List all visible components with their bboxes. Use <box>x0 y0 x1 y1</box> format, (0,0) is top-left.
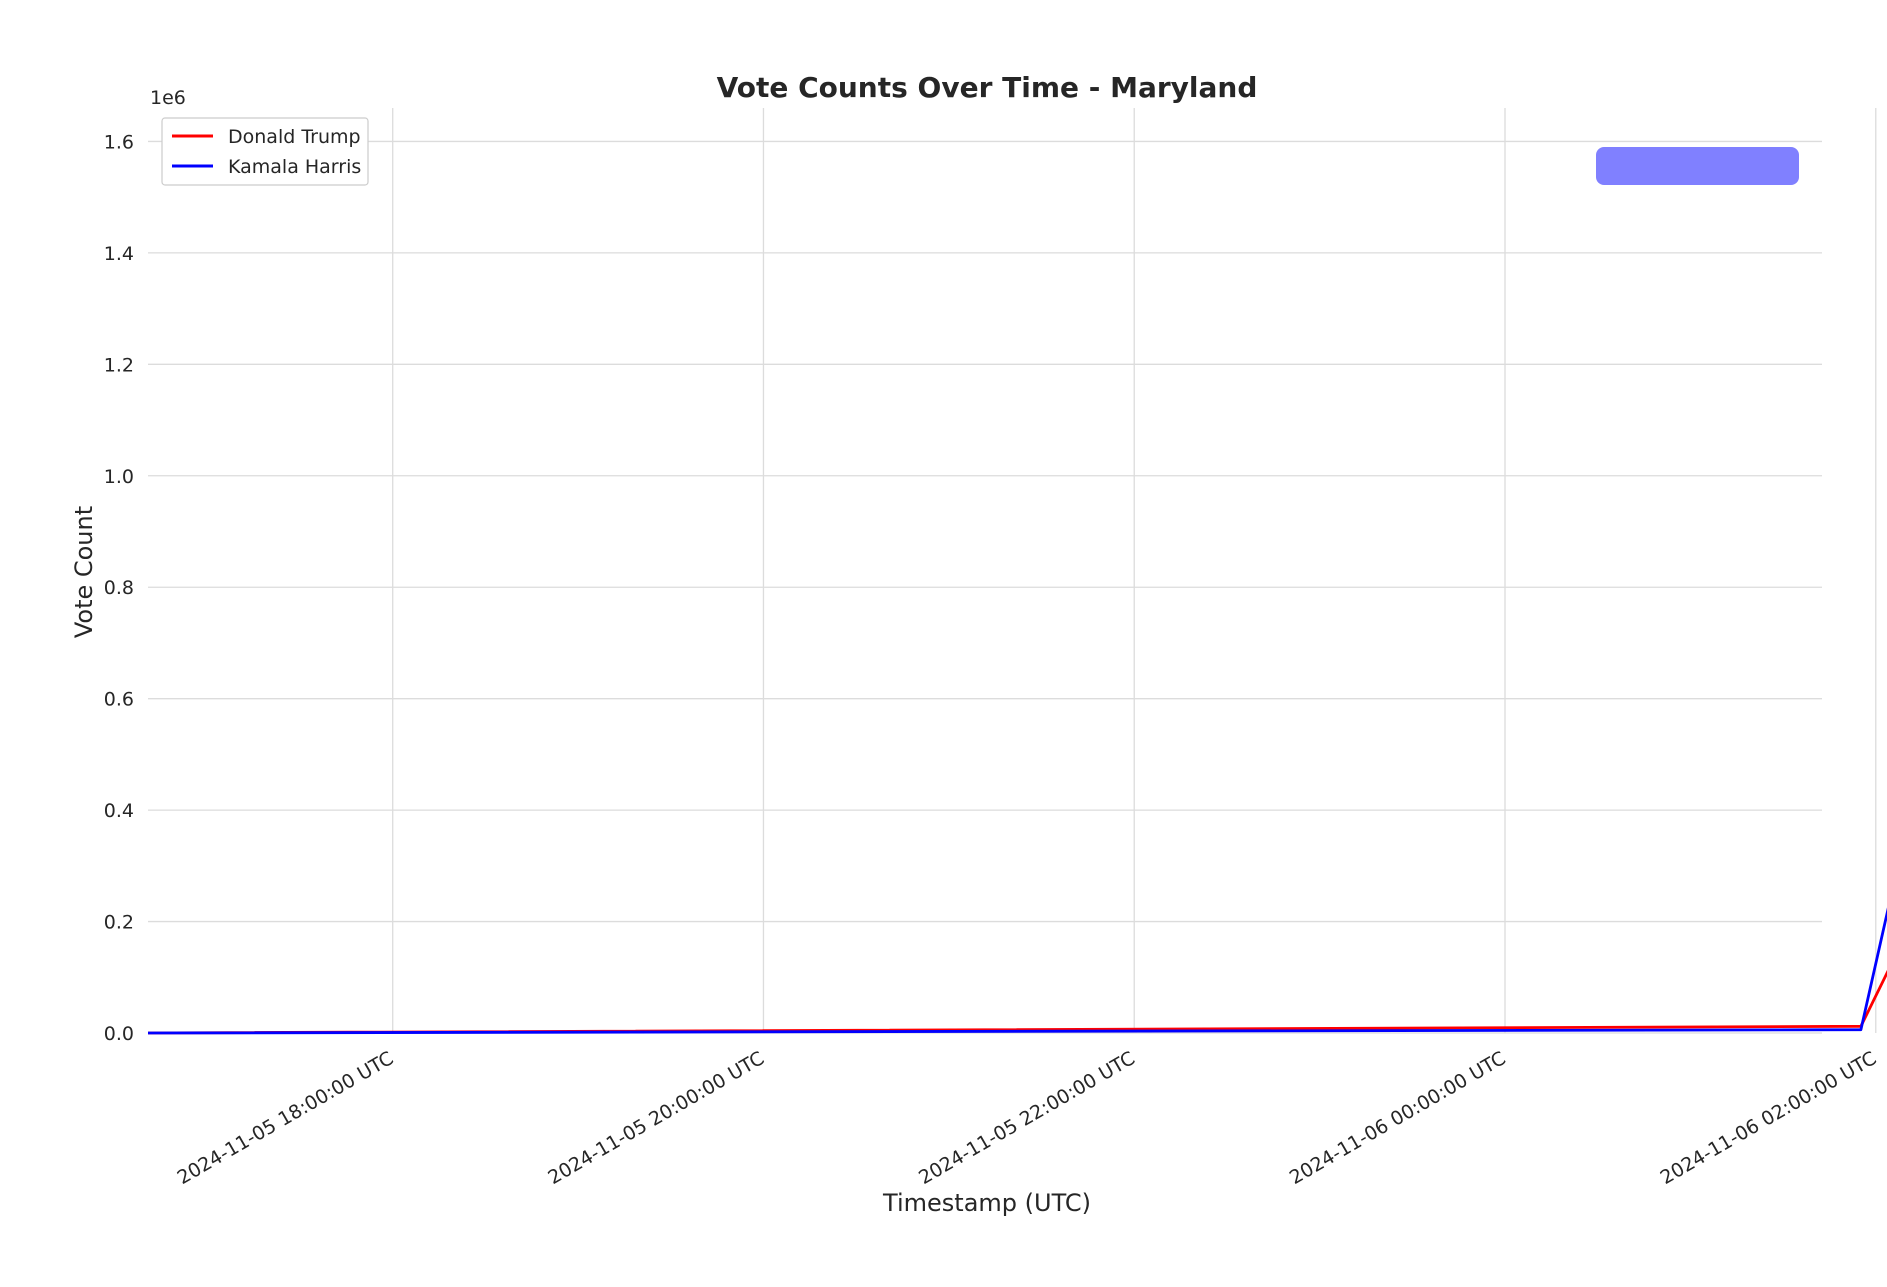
grid <box>148 108 1877 1034</box>
y-tick-label: 0.8 <box>104 577 134 599</box>
legend-label-harris: Kamala Harris <box>228 156 361 178</box>
chart-title: Vote Counts Over Time - Maryland <box>717 71 1258 104</box>
y-tick-label: 0.4 <box>104 800 134 822</box>
y-tick-label: 0.6 <box>104 689 134 711</box>
difference-box <box>1596 147 1799 185</box>
legend-frame <box>161 117 369 186</box>
y-offset-label: 1e6 <box>150 87 186 109</box>
y-tick-label: 1.0 <box>104 466 134 488</box>
harris-line <box>147 907 1887 1035</box>
x-tick-labels: 2024-11-05 18:00:00 UTC 2024-11-05 20:00:… <box>174 1047 1881 1189</box>
x-tick-label: 2024-11-06 02:00:00 UTC <box>1657 1047 1881 1189</box>
trump-line <box>147 969 1887 1035</box>
y-tick-labels: 0.0 0.2 0.4 0.6 0.8 1.0 1.2 1.4 1.6 <box>104 131 134 1045</box>
x-axis-label: Timestamp (UTC) <box>882 1189 1091 1217</box>
legend: Donald Trump Kamala Harris <box>161 117 369 186</box>
y-tick-label: 1.6 <box>104 131 134 153</box>
y-tick-label: 1.4 <box>104 243 134 265</box>
legend-label-trump: Donald Trump <box>228 126 361 148</box>
y-tick-label: 0.0 <box>104 1023 134 1045</box>
x-tick-label: 2024-11-05 22:00:00 UTC <box>915 1047 1139 1189</box>
y-tick-label: 1.2 <box>104 354 134 376</box>
y-tick-label: 0.2 <box>104 912 134 934</box>
y-axis-label: Vote Count <box>70 506 98 638</box>
x-tick-label: 2024-11-05 18:00:00 UTC <box>174 1047 398 1189</box>
annotations: Difference: 537,871 ↑ 1,443,936 ↑ 906,06… <box>1596 147 1799 185</box>
x-tick-label: 2024-11-05 20:00:00 UTC <box>544 1047 768 1189</box>
x-tick-label: 2024-11-06 00:00:00 UTC <box>1286 1047 1510 1189</box>
series-lines <box>147 907 1887 1035</box>
